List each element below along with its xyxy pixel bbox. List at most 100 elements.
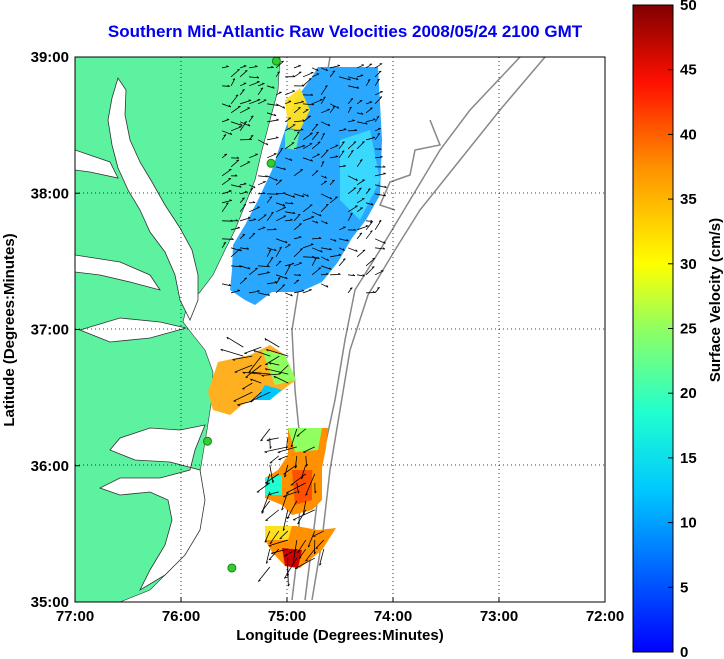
velocity-arrow bbox=[220, 348, 244, 357]
velocity-arrow bbox=[222, 238, 234, 240]
velocity-arrow bbox=[257, 87, 264, 96]
velocity-arrow bbox=[356, 207, 363, 213]
velocity-arrow bbox=[230, 248, 240, 258]
velocity-arrowhead bbox=[302, 144, 306, 147]
velocity-arrowhead bbox=[301, 194, 305, 198]
velocity-arrowhead bbox=[268, 545, 272, 547]
velocity-arrowhead bbox=[297, 490, 300, 494]
velocity-arrow bbox=[249, 66, 258, 69]
velocity-arrowhead bbox=[321, 161, 325, 164]
velocity-arrow bbox=[284, 124, 296, 132]
velocity-arrow bbox=[312, 530, 324, 537]
velocity-arrow bbox=[347, 187, 357, 195]
velocity-arrow bbox=[269, 530, 280, 544]
velocity-arrowhead bbox=[225, 202, 229, 205]
colorbar-ticks: 0 5 10 15 20 25 30 35 40 45 50 bbox=[668, 0, 697, 659]
velocity-arrowhead bbox=[376, 115, 380, 118]
velocity-arrow bbox=[257, 181, 266, 186]
velocity-arrow bbox=[265, 509, 280, 521]
velocity-arrow bbox=[221, 190, 232, 195]
velocity-arrow bbox=[275, 206, 287, 213]
velocity-arrowhead bbox=[372, 118, 376, 120]
velocity-arrow bbox=[239, 107, 251, 114]
velocity-arrow bbox=[320, 121, 331, 127]
velocity-arrow bbox=[266, 348, 289, 357]
velocity-arrowhead bbox=[223, 241, 226, 244]
velocity-arrow bbox=[339, 238, 349, 242]
velocity-arrowhead bbox=[308, 78, 312, 80]
velocity-arrow bbox=[232, 355, 253, 360]
velocity-arrow bbox=[221, 153, 228, 159]
velocity-arrow bbox=[221, 134, 227, 141]
velocity-arrowhead bbox=[237, 404, 240, 406]
y-axis-label: Latitude (Degrees:Minutes) bbox=[1, 233, 18, 426]
velocity-arrow bbox=[248, 206, 260, 213]
velocity-arrow bbox=[221, 119, 230, 123]
velocity-arrowhead bbox=[267, 265, 270, 268]
velocity-arrow bbox=[347, 287, 353, 294]
velocity-arrowhead bbox=[265, 175, 268, 178]
velocity-arrow bbox=[267, 137, 279, 141]
velocity-arrowhead bbox=[244, 121, 247, 123]
velocity-arrow bbox=[293, 145, 306, 150]
velocity-arrow bbox=[257, 214, 267, 222]
velocity-arrow bbox=[374, 238, 386, 244]
velocity-arrow bbox=[248, 184, 256, 189]
velocity-arrow bbox=[266, 249, 272, 258]
velocity-arrow bbox=[374, 115, 380, 123]
velocity-arrow bbox=[264, 530, 271, 543]
velocity-arrowhead bbox=[271, 66, 274, 68]
velocity-arrow bbox=[265, 355, 280, 365]
velocity-arrow bbox=[248, 187, 254, 195]
velocity-arrow bbox=[230, 121, 243, 126]
velocity-arrow bbox=[320, 161, 325, 168]
velocity-arrowhead bbox=[350, 98, 354, 100]
velocity-arrow bbox=[221, 202, 229, 213]
velocity-arrowhead bbox=[316, 131, 319, 134]
velocity-arrow bbox=[294, 129, 304, 132]
velocity-arrowhead bbox=[342, 141, 345, 144]
velocity-arrowhead bbox=[250, 187, 253, 190]
velocity-arrow bbox=[374, 128, 381, 132]
velocity-arrow bbox=[221, 103, 231, 108]
velocity-arrowhead bbox=[326, 284, 329, 288]
velocity-arrow bbox=[302, 500, 307, 516]
velocity-arrow bbox=[365, 230, 373, 240]
velocity-arrow bbox=[374, 70, 382, 78]
velocity-arrow bbox=[294, 290, 305, 294]
velocity-arrow bbox=[286, 482, 306, 494]
velocity-arrow bbox=[293, 223, 302, 231]
velocity-arrow bbox=[348, 85, 359, 89]
velocity-arrowhead bbox=[277, 277, 281, 279]
velocity-arrowhead bbox=[314, 257, 317, 260]
velocity-arrowhead bbox=[287, 583, 290, 587]
velocity-arrowhead bbox=[306, 463, 308, 467]
velocity-arrowhead bbox=[334, 239, 337, 242]
velocity-arrow bbox=[311, 211, 322, 217]
velocity-arrow bbox=[296, 428, 307, 437]
velocity-arrowhead bbox=[297, 131, 300, 134]
velocity-arrow bbox=[295, 557, 315, 569]
velocity-arrow bbox=[234, 364, 253, 373]
velocity-arrow bbox=[357, 121, 368, 125]
velocity-arrow bbox=[297, 539, 307, 553]
velocity-arrowhead bbox=[274, 248, 277, 252]
velocity-arrow bbox=[230, 94, 239, 105]
velocity-arrow bbox=[249, 391, 271, 403]
velocity-arrow bbox=[283, 464, 298, 475]
velocity-arrow bbox=[311, 123, 319, 132]
colorbar-tick-label: 5 bbox=[680, 579, 688, 596]
velocity-arrow bbox=[258, 292, 270, 296]
velocity-arrowhead bbox=[267, 293, 270, 296]
velocity-arrow bbox=[267, 103, 279, 107]
velocity-arrowhead bbox=[371, 266, 375, 268]
velocity-arrowhead bbox=[346, 239, 349, 242]
velocity-arrowhead bbox=[266, 349, 269, 352]
velocity-arrowhead bbox=[228, 190, 232, 192]
radar-stations bbox=[203, 57, 281, 573]
velocity-arrowhead bbox=[382, 165, 386, 168]
velocity-arrow bbox=[347, 76, 359, 81]
velocity-arrowhead bbox=[264, 338, 267, 341]
velocity-arrow bbox=[374, 91, 383, 96]
velocity-arrow bbox=[297, 509, 307, 525]
